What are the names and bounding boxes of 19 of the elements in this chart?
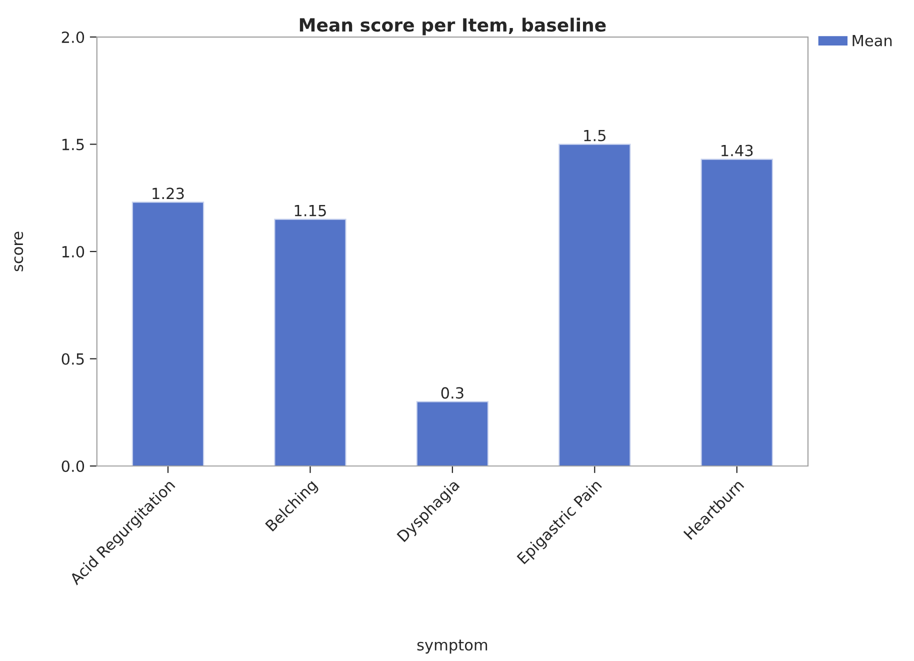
y-tick-label: 2.0: [62, 31, 84, 44]
data-label: 1.5: [584, 130, 606, 142]
data-label: 1.23: [152, 188, 184, 200]
bar: [416, 401, 489, 466]
y-tick-label: 0.5: [62, 353, 84, 365]
bar: [700, 158, 773, 466]
bar: [132, 202, 204, 466]
bar: [274, 218, 346, 466]
bar: [558, 144, 631, 466]
data-label: 1.43: [722, 144, 753, 156]
y-tick-label: 0.0: [62, 460, 84, 472]
y-tick-label: 1.5: [62, 138, 84, 150]
legend-label: Mean: [852, 35, 892, 46]
chart-title: Mean score per Item, baseline: [300, 18, 606, 36]
data-label: 1.15: [294, 205, 326, 216]
x-axis-title: symptom: [417, 640, 488, 654]
y-tick-label: 1.0: [62, 246, 84, 258]
data-label: 0.3: [441, 387, 464, 399]
y-axis-title: score: [14, 232, 24, 272]
